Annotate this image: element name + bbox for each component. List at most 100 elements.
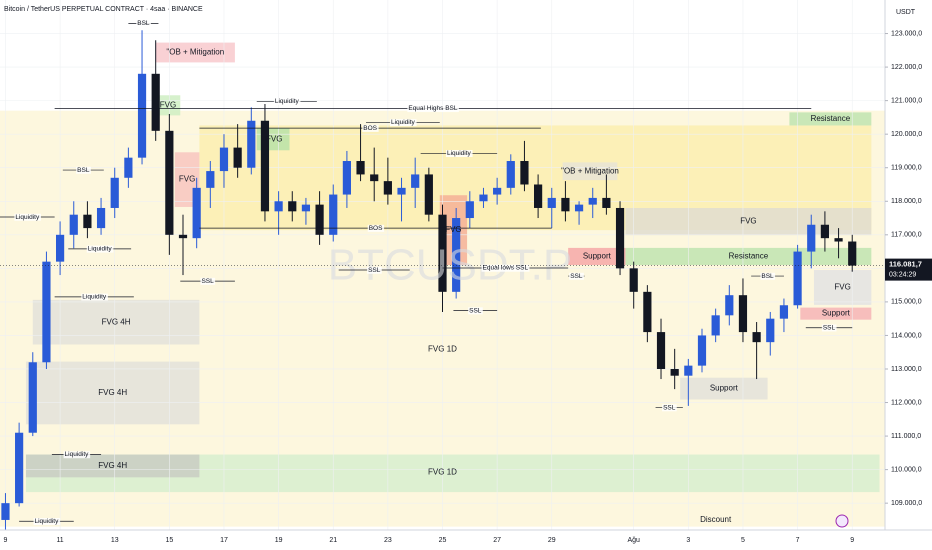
- candle-body: [342, 161, 351, 195]
- candle-body: [725, 295, 734, 316]
- y-tick-label: 111.000,0: [891, 433, 921, 440]
- x-tick-label: 29: [548, 537, 556, 544]
- zone: [562, 162, 618, 181]
- x-tick-label: Ağu: [627, 537, 640, 544]
- x-tick-label: 27: [493, 537, 501, 544]
- zone-label: FVG: [834, 283, 850, 292]
- zone-label: FVG 4H: [98, 461, 127, 470]
- candle-body: [534, 184, 543, 208]
- zone-label: IFVG: [264, 134, 283, 143]
- candle-body: [452, 218, 461, 292]
- level-label-bg: [200, 277, 216, 285]
- candle-body: [28, 362, 37, 433]
- y-tick-label: 114.000,0: [891, 332, 922, 339]
- level-label-bg: [468, 307, 483, 315]
- level-label: BOS: [363, 125, 377, 132]
- candle-body: [697, 335, 707, 366]
- candle-body: [684, 365, 693, 376]
- zone: [155, 42, 235, 63]
- zone-label: FVG 4H: [98, 388, 127, 397]
- level-label: Liquidity: [82, 294, 107, 301]
- chart-title: Bitcoin / TetherUS PERPETUAL CONTRACT · …: [4, 6, 203, 13]
- zone: [625, 207, 872, 236]
- level-label: SSL: [469, 307, 482, 314]
- level-label: BSL: [77, 167, 90, 174]
- level-label-bg: [136, 20, 151, 28]
- level-label: Liquidity: [65, 451, 90, 458]
- candle-body: [178, 234, 188, 239]
- last-price-box: [885, 258, 932, 281]
- level-label: Liquidity: [447, 150, 472, 157]
- zone-label: FVG: [160, 100, 176, 109]
- candle-body: [260, 120, 270, 212]
- candle-body: [151, 73, 160, 131]
- level-label-bg: [367, 224, 385, 232]
- candle-body: [643, 291, 652, 333]
- note: Discount: [700, 515, 732, 524]
- level-label: SSL: [201, 278, 214, 285]
- candle-body: [738, 295, 748, 333]
- level-label-bg: [33, 517, 61, 525]
- candle-body: [110, 177, 119, 208]
- zone: [813, 270, 872, 305]
- level-label-bg: [760, 272, 776, 280]
- x-tick-label: 25: [439, 537, 447, 544]
- watermark: BTCUSDT.P: [328, 241, 572, 290]
- level-label-bg: [81, 293, 108, 301]
- level-label-bg: [86, 245, 114, 253]
- countdown: 03:24:29: [889, 271, 916, 278]
- candle-body: [397, 187, 406, 195]
- candle-body: [766, 318, 775, 343]
- zone-label: FVG: [740, 217, 756, 226]
- zone: [25, 454, 200, 478]
- candle-body: [615, 207, 625, 269]
- plot-area: [0, 0, 885, 530]
- candle-body: [124, 157, 133, 178]
- candle-body: [602, 197, 611, 208]
- candle-body: [96, 207, 106, 229]
- candle-body: [411, 174, 420, 188]
- level-label-bg: [389, 119, 417, 127]
- y-tick-label: 115.000,0: [891, 299, 922, 306]
- level-label-bg: [569, 272, 584, 280]
- level-label-bg: [821, 324, 837, 332]
- alert-icon[interactable]: [835, 514, 849, 528]
- zone-label: FVG: [445, 225, 461, 234]
- candle-body: [506, 161, 515, 188]
- level-label-bg: [367, 266, 382, 274]
- candle-body: [274, 201, 283, 212]
- candle-body: [383, 181, 392, 195]
- candle-body: [219, 147, 229, 172]
- level-label: Equal lows SSL: [483, 265, 529, 272]
- candle-body: [561, 197, 570, 212]
- last-price-label: 116.081,7: [889, 260, 922, 269]
- y-tick-label: 117.000,0: [891, 232, 922, 239]
- candle-body: [15, 432, 24, 504]
- candle-body: [711, 315, 720, 336]
- y-tick-label: 119.000,0: [891, 165, 922, 172]
- x-tick-label: 19: [275, 537, 283, 544]
- candle-body: [807, 224, 816, 252]
- zone-label: FVG: [179, 175, 195, 184]
- candle-body: [370, 174, 379, 182]
- zone: [625, 247, 872, 265]
- x-tick-label: 17: [220, 537, 228, 544]
- level-label-bg: [445, 150, 473, 158]
- zone-label: Support: [710, 384, 739, 393]
- note: FVG 1D: [428, 467, 457, 476]
- y-tick-label: 122.000,0: [891, 64, 922, 71]
- x-tick-label: 9: [4, 537, 8, 544]
- zone-label: Resistance: [811, 114, 851, 123]
- candle-body: [315, 204, 324, 235]
- candle-body: [793, 251, 802, 306]
- level-label-bg: [63, 451, 91, 459]
- level-label-bg: [273, 98, 301, 106]
- candle-body: [834, 238, 843, 242]
- zone-label: Support: [822, 309, 851, 318]
- level-label: BOS: [369, 225, 383, 232]
- zone-label: "OB + Mitigation: [166, 48, 224, 57]
- candle-body: [479, 194, 488, 202]
- y-tick-label: 110.000,0: [891, 466, 922, 473]
- candle-body: [69, 214, 78, 235]
- candle-body: [1, 503, 10, 520]
